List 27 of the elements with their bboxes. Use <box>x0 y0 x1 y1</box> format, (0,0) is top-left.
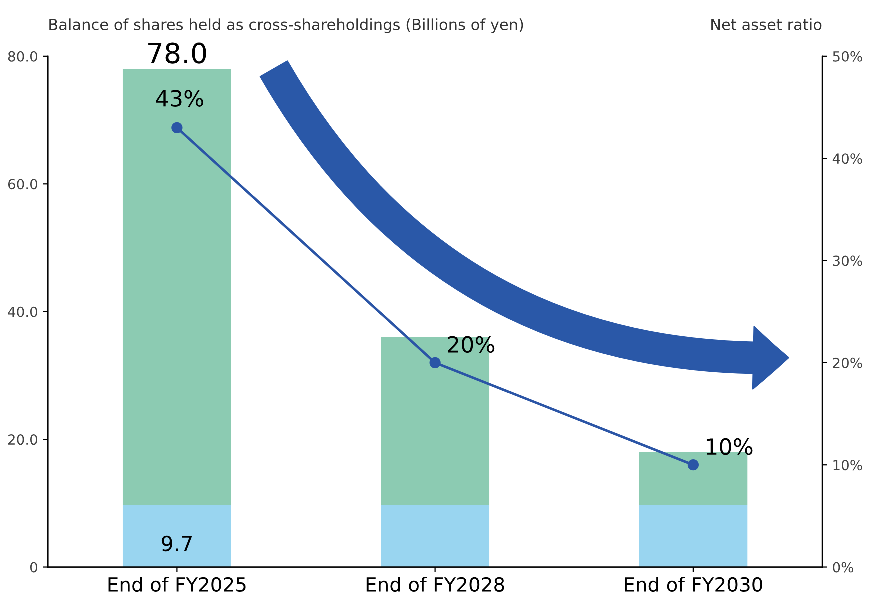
bar <box>381 505 490 568</box>
y-tick-label: 60.0 <box>8 179 38 190</box>
y-tick-label: 80.0 <box>8 51 38 62</box>
y2-tick-label: 20% <box>833 358 862 368</box>
y2-tick-label: 10% <box>834 460 862 471</box>
x-tick-label: End of FY2028 <box>366 576 504 592</box>
y2-tick-label: 40% <box>832 154 862 164</box>
y2-tick-label: 50% <box>833 51 862 62</box>
data-label: 43% <box>156 90 204 107</box>
x-tick-label: End of FY2030 <box>625 576 762 592</box>
y-tick-label: 0 <box>30 562 38 573</box>
data-label: 9.7 <box>162 536 192 552</box>
bar <box>639 505 748 568</box>
y2-tick-label: 0% <box>833 562 854 573</box>
y2-axis-title: Net asset ratio <box>712 18 822 30</box>
bar <box>122 69 232 506</box>
point <box>688 460 699 471</box>
bar <box>122 505 232 568</box>
total-label: 78.0 <box>148 42 206 64</box>
y-tick-label: 40.0 <box>8 306 38 318</box>
y-axis-title: Balance of shares held as cross-shareholdings (Billions of yen) <box>50 18 524 34</box>
point <box>430 357 441 368</box>
data-label: 10% <box>706 438 753 456</box>
y-tick-label: 20.0 <box>8 434 38 446</box>
point <box>172 122 183 134</box>
y2-tick-label: 30% <box>833 256 862 266</box>
x-tick-label: End of FY2025 <box>108 576 246 592</box>
